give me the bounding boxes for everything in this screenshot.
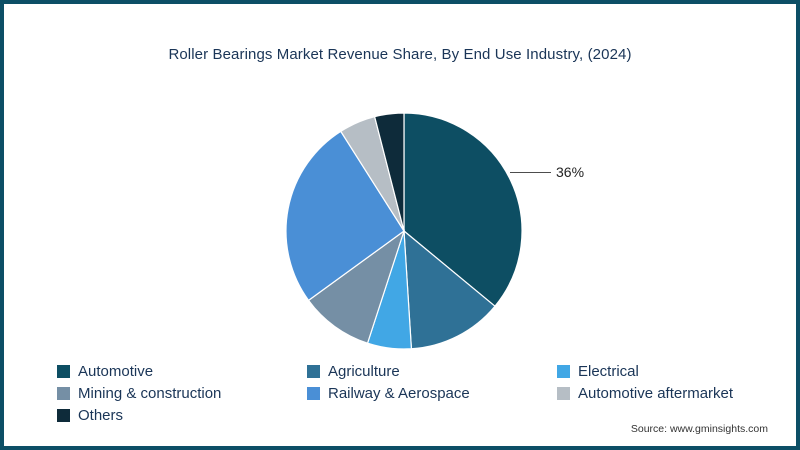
legend-label: Mining & construction — [78, 384, 222, 402]
legend-label: Railway & Aerospace — [328, 384, 470, 402]
annotation-leader-line — [510, 172, 551, 173]
legend-swatch — [57, 408, 70, 422]
legend-label: Automotive — [78, 362, 154, 380]
pie-slice-4 — [285, 130, 405, 302]
legend-label: Agriculture — [328, 362, 400, 380]
legend-item-2: Electrical — [557, 362, 771, 380]
legend-swatch — [307, 364, 320, 378]
pie-slice-6 — [373, 112, 405, 232]
source-note: Source: www.gminsights.com — [630, 423, 768, 435]
pie-chart — [285, 112, 523, 350]
annotation-label: 36% — [556, 164, 585, 180]
legend-swatch — [57, 386, 70, 400]
pie-slice-0 — [403, 112, 523, 308]
pie-slice-3 — [307, 229, 406, 344]
legend-swatch — [307, 386, 320, 400]
legend-label: Others — [78, 406, 124, 424]
legend-item-1: Agriculture — [307, 362, 557, 380]
legend-swatch — [557, 364, 570, 378]
legend-swatch — [57, 364, 70, 378]
legend-label: Electrical — [578, 362, 639, 380]
legend-item-3: Mining & construction — [57, 384, 307, 402]
legend: Automotive Agriculture Electrical Mining & … — [57, 362, 771, 424]
legend-item-0: Automotive — [57, 362, 307, 380]
legend-item-6: Others — [57, 406, 307, 424]
pie-slice-1 — [403, 229, 496, 350]
legend-item-5: Automotive aftermarket — [557, 384, 771, 402]
legend-item-4: Railway & Aerospace — [307, 384, 557, 402]
legend-label: Automotive aftermarket — [578, 384, 734, 402]
legend-swatch — [557, 386, 570, 400]
chart-title: Roller Bearings Market Revenue Share, By… — [168, 46, 632, 63]
